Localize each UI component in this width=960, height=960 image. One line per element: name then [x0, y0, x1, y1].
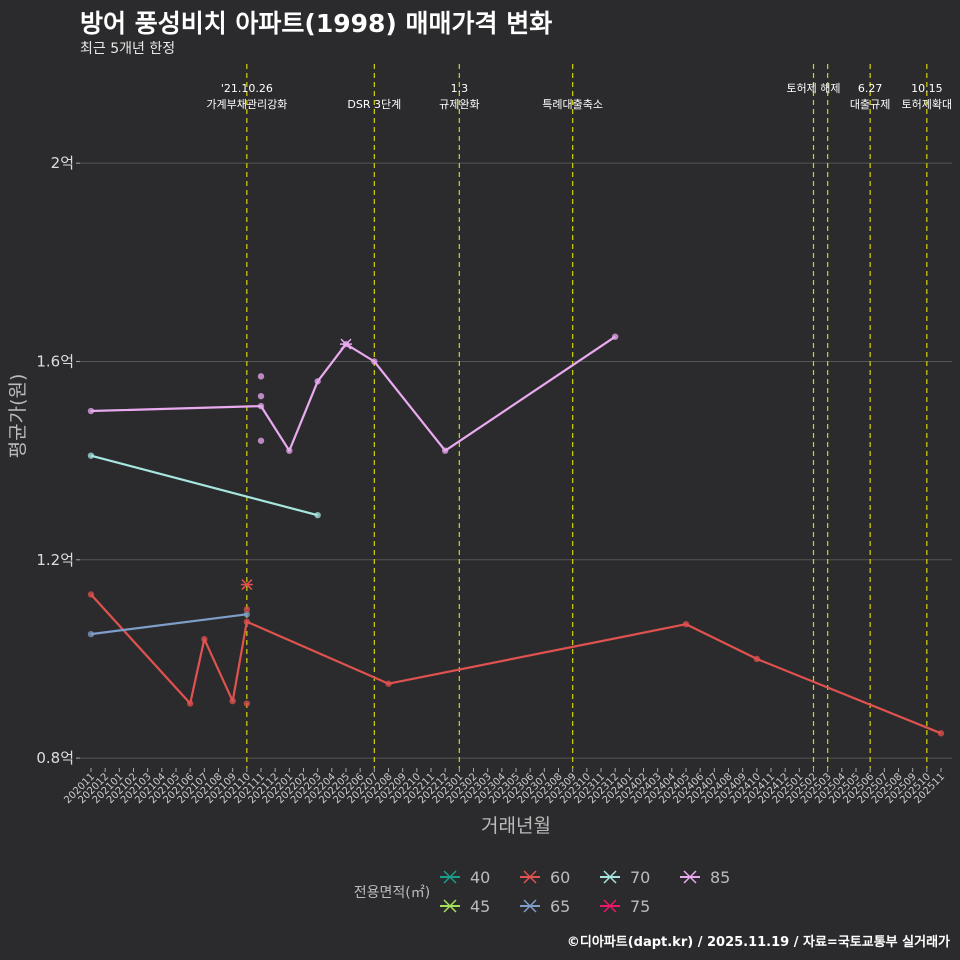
data-point-85: [371, 358, 378, 365]
legend: 전용면적(㎡) 40 60 70 85 45 65 75: [354, 868, 731, 916]
event-label: 가계부채관리강화: [206, 98, 287, 111]
scatter-point-60: [243, 606, 251, 613]
scatter-point-85: [257, 373, 265, 380]
scatter-point-60: [243, 700, 251, 707]
legend-label-65: 65: [550, 897, 570, 916]
axes: 0.8억1.2억1.6억2억20201120201220210120210220…: [7, 154, 947, 837]
data-point-60: [753, 655, 761, 663]
event-lines: '21.10.26 가계부채관리강화 DSR 3단계 1.3 규제완화 특례대출축소 토허제…: [206, 64, 952, 768]
legend-key-65: [520, 899, 540, 913]
event-label: 규제완화: [439, 98, 479, 111]
grid-lines: [80, 162, 952, 759]
data-point-65: [243, 611, 251, 618]
data-point-60: [186, 700, 194, 707]
legend-label-45: 45: [470, 897, 490, 916]
y-tick-label: 0.8억: [36, 749, 74, 767]
data-point-60: [937, 730, 945, 737]
source-caption: ©디아파트(dapt.kr) / 2025.11.19 / 자료=국토교통부 실…: [566, 935, 950, 950]
legend-label-60: 60: [550, 868, 570, 887]
chart-title: 방어 풍성비치 아파트(1998) 매매가격 변화: [80, 9, 553, 38]
y-axis-title: 평균가(원): [7, 374, 29, 459]
data-point-60: [243, 618, 251, 625]
legend-label-85: 85: [710, 868, 730, 887]
legend-key-85: [680, 870, 700, 884]
legend-key-40: [440, 870, 460, 884]
data-point-85: [611, 333, 619, 340]
data-point-70: [314, 511, 321, 519]
data-point-65: [87, 630, 95, 638]
legend-key-60: [520, 870, 540, 884]
y-tick-label: 1.2억: [36, 551, 74, 569]
data-point-85: [314, 378, 321, 385]
data-point-60: [87, 591, 95, 598]
legend-key-70: [600, 870, 620, 884]
data-point-85: [87, 407, 95, 415]
legend-title: 전용면적(㎡): [354, 885, 430, 901]
data-point-60: [682, 621, 690, 628]
series-line-70: [90, 454, 318, 517]
x-axis-title: 거래년월: [481, 815, 551, 837]
data-point-85: [441, 447, 449, 454]
x-marker-85: [340, 338, 352, 350]
x-marker-60: [240, 579, 253, 591]
legend-label-75: 75: [630, 897, 650, 916]
legend-key-75: [600, 899, 620, 913]
legend-label-70: 70: [630, 868, 650, 887]
data-point-60: [201, 635, 208, 643]
event-label: 6.27: [858, 82, 883, 95]
data-point-70: [87, 452, 95, 459]
series-line-85: [90, 335, 616, 452]
data-point-85: [286, 447, 293, 454]
legend-label-40: 40: [470, 868, 490, 887]
event-label: 특례대출축소: [542, 98, 603, 111]
legend-key-45: [440, 899, 460, 913]
event-label: DSR 3단계: [347, 98, 401, 111]
data-point-85: [257, 402, 265, 410]
event-label: 토허제 해제: [786, 81, 840, 95]
y-tick-label: 1.6억: [36, 352, 74, 370]
event-label: '21.10.26: [221, 82, 273, 95]
event-label: 1.3: [451, 82, 469, 95]
scatter-point-85: [257, 392, 265, 400]
event-label: 10.15: [911, 82, 943, 95]
event-label: 토허제확대: [902, 98, 953, 111]
data-point-60: [229, 697, 236, 705]
series-points: [87, 333, 945, 737]
event-label: 대출규제: [850, 98, 890, 111]
data-point-60: [385, 680, 392, 687]
scatter-point-85: [257, 437, 265, 444]
y-tick-label: 2억: [51, 154, 74, 172]
series-line-65: [90, 613, 247, 636]
chart-subtitle: 최근 5개년 한정: [80, 41, 176, 57]
